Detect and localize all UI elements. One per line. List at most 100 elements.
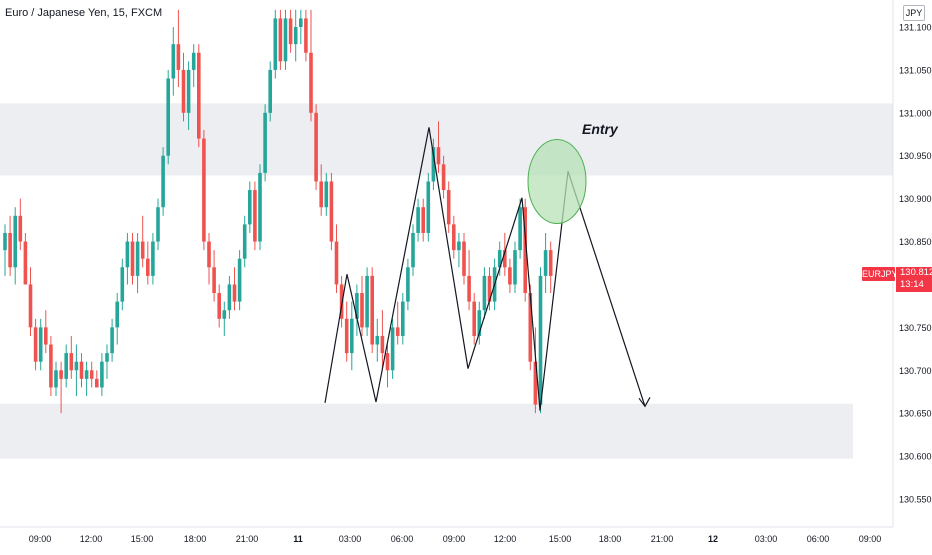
candle-body [375,335,380,345]
time-tick-label: 09:00 [443,534,466,544]
price-tick-label: 130.700 [899,366,932,376]
time-tick-label: 03:00 [755,534,778,544]
candle-body [283,18,288,62]
candle-body [207,241,211,268]
candle-body [472,301,476,336]
candle-body [100,361,104,388]
candle-body [217,293,221,319]
candle-body [197,52,201,139]
candle-body [268,69,272,113]
candle-body [436,147,441,165]
candle-body [288,18,293,45]
candle-body [59,370,63,379]
candle-body [446,190,451,225]
candle-body [452,224,456,251]
candle-body [18,215,23,242]
candle-body [135,241,140,276]
candle-body [513,250,517,285]
candle-body [324,181,329,208]
candle-body [406,267,410,302]
candle-body [105,353,109,362]
price-tick-label: 130.900 [899,194,932,204]
candle-body [258,172,262,242]
candle-body [3,232,7,251]
candle-body [191,52,196,70]
candle-body [64,353,68,379]
time-tick-label: 21:00 [651,534,674,544]
last-price-value: 130.812 [900,267,932,278]
candle-body [130,241,135,276]
candle-body [304,18,308,53]
candle-body [84,370,89,379]
candle-body [253,190,257,242]
candle-body [528,293,533,362]
price-tick-label: 130.750 [899,323,932,333]
time-tick-label: 06:00 [391,534,414,544]
zone-2 [0,403,853,459]
candle-body [95,378,99,388]
candle-body [278,18,283,62]
candle-body [350,318,354,354]
price-axis: 131.100 131.050 131.000 130.950 130.900 130.8… [892,0,932,527]
bar-countdown: 13:14 [900,279,924,290]
candle-body [186,69,191,113]
candle-body [120,267,125,302]
candle-body [543,250,548,276]
price-tick-label: 131.100 [899,23,932,33]
candle-body [329,181,334,242]
entry-label: Entry [582,121,619,137]
candle-body [79,361,84,379]
time-tick-label: 11 [293,534,303,544]
candle-body [166,78,170,156]
zone-1 [0,103,893,176]
time-tick-label: 18:00 [599,534,622,544]
candle-body [497,250,502,268]
price-tick-label: 130.550 [899,495,932,505]
candle-body [242,224,247,259]
entry-circle [527,138,587,224]
time-tick-label: 12 [708,534,718,544]
candle-body [125,241,130,268]
candle-body [355,293,359,319]
time-tick-label: 15:00 [549,534,572,544]
candle-body [477,310,482,336]
candle-body [365,275,369,328]
candle-body [237,258,242,302]
candle-body [309,52,313,113]
time-tick-label: 12:00 [80,534,103,544]
candle-body [395,327,400,336]
pattern-path [324,127,646,411]
candle-body [161,155,165,208]
candle-body [487,275,492,302]
chart-title: Euro / Japanese Yen, 15, FXCM [5,7,163,19]
candle-body [49,344,53,388]
candle-body [13,215,17,268]
price-tick-label: 131.050 [899,65,932,75]
time-tick-label: 15:00 [131,534,154,544]
candle-body [441,164,446,191]
price-tick-label: 130.850 [899,237,932,247]
candle-body [482,275,487,311]
candle-body [462,241,466,276]
last-price-badge: 130.812 13:14 [896,267,932,292]
candle-body [416,207,420,233]
candle-body [299,18,303,27]
time-tick-label: 18:00 [184,534,207,544]
currency-button[interactable]: JPY [903,5,925,21]
candle-body [181,69,186,113]
price-tick-label: 131.000 [899,108,932,118]
candle-body [390,327,395,371]
candle-body [263,112,267,173]
candle-body [344,318,349,354]
candle-body [227,284,232,311]
candle-body [411,232,415,268]
candle-body [28,284,33,328]
candles-layer [3,9,553,414]
time-tick-label: 06:00 [807,534,830,544]
candle-body [503,250,507,268]
drawings-layer: Entry [324,121,651,411]
price-tick-label: 130.600 [899,452,932,462]
candle-body [370,275,374,345]
